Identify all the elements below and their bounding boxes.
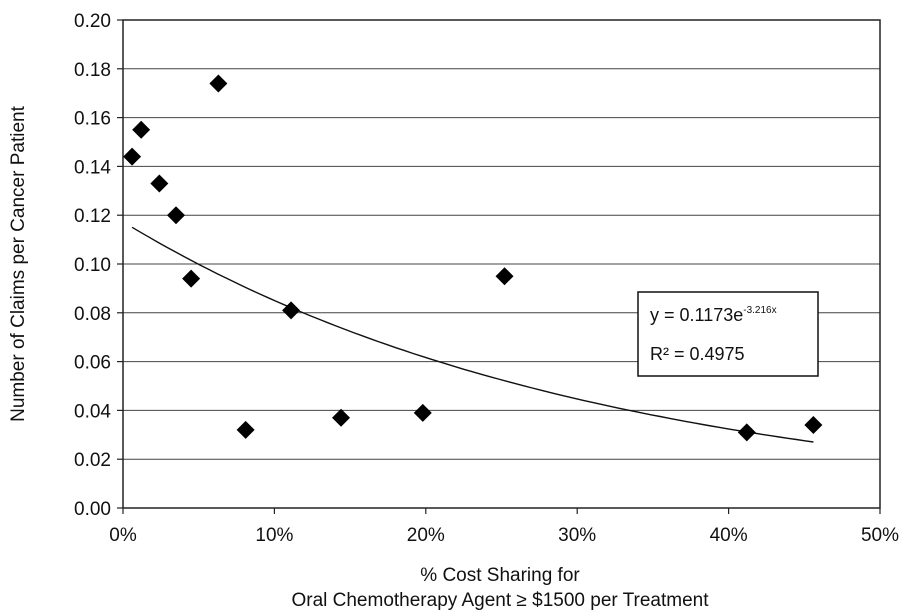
- data-point: [737, 423, 756, 442]
- data-point: [804, 416, 823, 435]
- y-tick-label: 0.12: [74, 206, 111, 227]
- y-axis-ticks: 0.00 0.02 0.04 0.06 0.08 0.10 0.12 0.14 0.16 0.18…: [74, 11, 123, 520]
- y-tick-label: 0.08: [74, 304, 111, 325]
- data-point: [332, 408, 351, 427]
- data-points: [123, 74, 823, 442]
- data-point: [132, 120, 151, 139]
- data-point: [150, 174, 169, 193]
- trendline: [131, 226, 814, 443]
- data-point: [182, 269, 201, 288]
- trendline-r-squared: R² = 0.4975: [650, 344, 745, 364]
- x-tick-label: 50%: [861, 525, 899, 546]
- y-tick-label: 0.16: [74, 109, 111, 130]
- equation-box: y = 0.1173e-3.216x R² = 0.4975: [637, 291, 819, 377]
- y-tick-label: 0.10: [74, 255, 111, 276]
- y-tick-label: 0.20: [74, 11, 111, 32]
- y-tick-label: 0.06: [74, 353, 111, 374]
- y-tick-label: 0.04: [74, 401, 111, 422]
- data-point: [495, 267, 514, 286]
- y-tick-label: 0.18: [74, 60, 111, 81]
- x-axis-title-line1: % Cost Sharing for: [420, 565, 580, 586]
- equation-box-frame: [637, 291, 819, 377]
- trendline-equation-exponent: -3.216x: [743, 305, 776, 316]
- x-axis-ticks: 0% 10% 20% 30% 40% 50%: [109, 508, 899, 546]
- data-point: [166, 206, 185, 225]
- trendline-equation: y = 0.1173e-3.216x: [650, 305, 777, 325]
- x-tick-label: 10%: [255, 525, 293, 546]
- y-axis-title: Number of Claims per Cancer Patient: [8, 105, 29, 421]
- y-tick-label: 0.14: [74, 157, 111, 178]
- x-axis-title-line2: Oral Chemotherapy Agent ≥ $1500 per Trea…: [291, 590, 709, 611]
- gridlines: [123, 68, 880, 460]
- data-point: [123, 147, 142, 166]
- data-point: [209, 74, 228, 93]
- x-tick-label: 30%: [558, 525, 596, 546]
- x-tick-label: 20%: [407, 525, 445, 546]
- y-tick-label: 0.02: [74, 450, 111, 471]
- data-point: [282, 301, 301, 320]
- trendline-equation-main: y = 0.1173e: [650, 305, 743, 325]
- x-tick-label: 0%: [109, 525, 137, 546]
- data-point: [236, 420, 255, 439]
- y-tick-label: 0.00: [74, 499, 111, 520]
- x-tick-label: 40%: [710, 525, 748, 546]
- data-point: [413, 403, 432, 422]
